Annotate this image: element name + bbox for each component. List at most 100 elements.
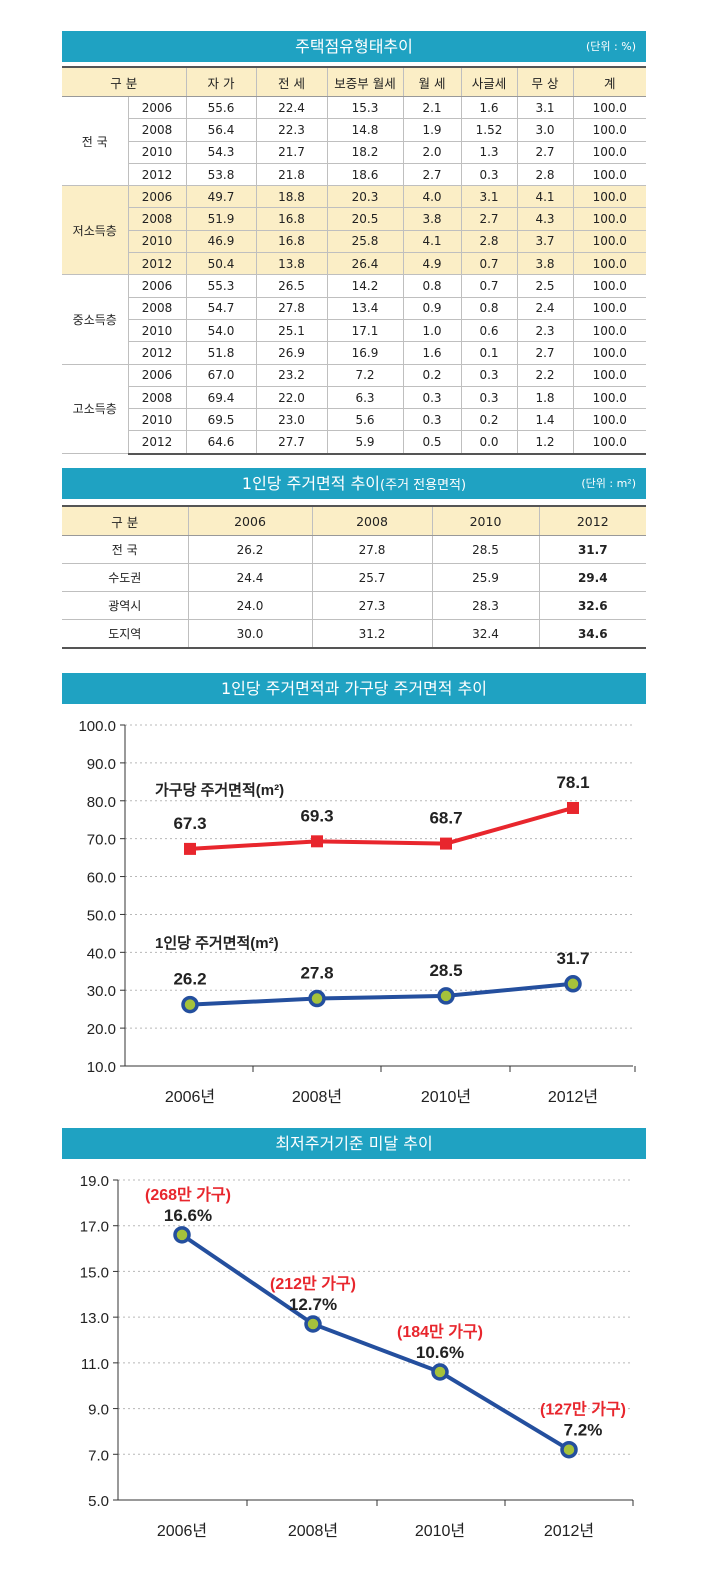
chart2-title: 최저주거기준 미달 추이 [275,1134,433,1153]
y-tick-label: 13.0 [80,1310,109,1327]
tenure-cell: 1.52 [460,118,518,142]
series-line [180,1233,571,1452]
tenure-cell: 0.5 [402,430,462,455]
data-annotation: (184만 가구) [397,1323,483,1341]
area-region-label: 전 국 [62,535,189,564]
area-header-cell: 2008 [311,505,433,536]
data-annotation: (268만 가구) [145,1186,231,1204]
series-name-label: 가구당 주거면적(m²) [155,781,284,799]
tenure-cell: 64.6 [185,430,257,455]
area-cell: 24.0 [187,591,313,620]
data-label: 28.5 [429,961,462,980]
x-tick-label: 2010년 [415,1522,465,1540]
data-label: 7.2% [564,1421,603,1440]
area-header-cell: 2010 [431,505,540,536]
area-unit: (단위 : m²) [581,477,636,490]
y-tick-label: 40.0 [87,945,116,962]
area-cell: 32.6 [538,591,646,620]
tenure-cell: 46.9 [185,229,257,254]
y-tick-label: 7.0 [88,1447,109,1464]
area-region-label: 도지역 [62,619,189,649]
y-tick-label: 11.0 [81,1356,109,1373]
tenure-cell: 55.3 [185,274,257,298]
area-title-wrap: 1인당 주거면적 추이(주거 전용면적) [62,468,646,501]
tenure-header-cell: 보증부 월세 [326,66,404,97]
area-title-bar: 1인당 주거면적 추이(주거 전용면적) (단위 : m²) [62,468,646,499]
tenure-cell: 100.0 [572,385,647,410]
tenure-cell: 0.2 [460,408,518,432]
tenure-cell: 4.3 [516,207,574,231]
data-point [567,801,579,814]
tenure-cell: 6.3 [326,385,404,410]
tenure-cell: 56.4 [185,118,257,142]
tenure-cell: 22.3 [255,118,328,142]
tenure-cell: 100.0 [572,408,647,432]
data-point [304,1315,322,1333]
tenure-cell: 54.7 [185,296,257,320]
area-title-sub: (주거 전용면적) [380,478,467,493]
area-table: 구 분 2006 2008 2010 2012 전 국 26.2 27.8 28.5 31.7 수… [62,505,646,649]
tenure-cell: 27.7 [255,430,328,455]
table-row: 고소득층 2006 67.0 23.2 7.2 0.2 0.3 2.2 100.0 [62,363,647,455]
tenure-cell: 2008 [128,118,187,142]
table-row: 전 국 2006 55.6 22.4 15.3 2.1 1.6 3.1 100.0 [62,95,647,187]
tenure-cell: 2006 [127,363,187,387]
y-tick-label: 19.0 [80,1173,109,1190]
tenure-cell: 14.8 [326,118,404,142]
tenure-title-bar: 주택점유형태추이 (단위 : %) [62,31,646,62]
area-cell: 28.3 [431,591,540,620]
tenure-cell: 100.0 [572,274,647,298]
chart2-title-bar: 최저주거기준 미달 추이 [62,1128,646,1159]
x-tick-label: 2012년 [544,1522,594,1540]
tenure-cell: 0.7 [460,274,518,298]
tenure-cell: 100.0 [572,430,647,455]
table-row: 2012 64.6 27.7 5.9 0.5 0.0 1.2 100.0 [62,430,647,455]
area-cell: 31.2 [311,619,433,649]
tenure-cell: 100.0 [572,252,647,276]
tenure-cell: 26.9 [255,341,328,365]
tenure-cell: 1.4 [516,408,574,432]
tenure-cell: 2008 [128,385,187,410]
area-header-cell: 2012 [538,505,646,536]
tenure-cell: 2008 [128,207,187,231]
area-cell: 27.3 [311,591,433,620]
y-tick-label: 30.0 [87,983,116,1000]
tenure-header-cell: 월 세 [402,66,462,97]
tenure-cell: 3.7 [516,229,574,254]
y-tick-label: 10.0 [87,1059,116,1076]
data-point [564,975,582,993]
tenure-cell: 0.3 [460,363,518,387]
data-annotation: (212만 가구) [270,1275,356,1293]
y-tick-label: 17.0 [80,1219,109,1236]
tenure-cell: 0.0 [460,430,518,455]
tenure-cell: 27.8 [255,296,328,320]
area-cell: 30.0 [187,619,313,649]
data-point [431,1363,449,1381]
table-row: 2008 69.4 22.0 6.3 0.3 0.3 1.8 100.0 [62,385,647,410]
tenure-cell: 0.7 [460,252,518,276]
tenure-cell: 2010 [128,229,187,254]
x-tick-label: 2008년 [288,1522,338,1540]
tenure-header-cell: 무 상 [516,66,574,97]
tenure-cell: 49.7 [185,185,257,209]
series-name-label: 1인당 주거면적(m²) [155,934,279,952]
y-tick-label: 50.0 [87,907,116,924]
tenure-cell: 16.9 [326,341,404,365]
table-row: 전 국 26.2 27.8 28.5 31.7 [62,535,646,564]
table-row: 2012 50.4 13.8 26.4 4.9 0.7 3.8 100.0 [62,252,647,276]
area-cell: 25.9 [431,563,540,592]
tenure-cell: 26.4 [326,252,404,276]
tenure-cell: 100.0 [572,118,647,142]
x-tick-label: 2010년 [421,1088,471,1106]
table-row: 저소득층 2006 49.7 18.8 20.3 4.0 3.1 4.1 100.0 [62,185,647,276]
tenure-cell: 2012 [128,162,187,187]
tenure-cell: 3.8 [516,252,574,276]
table-row: 2010 54.3 21.7 18.2 2.0 1.3 2.7 100.0 [62,140,647,164]
data-label: 27.8 [300,964,333,983]
area-cell: 28.5 [431,535,540,564]
data-point [184,842,196,855]
table-row: 2008 54.7 27.8 13.4 0.9 0.8 2.4 100.0 [62,296,647,320]
y-tick-label: 5.0 [88,1493,109,1510]
